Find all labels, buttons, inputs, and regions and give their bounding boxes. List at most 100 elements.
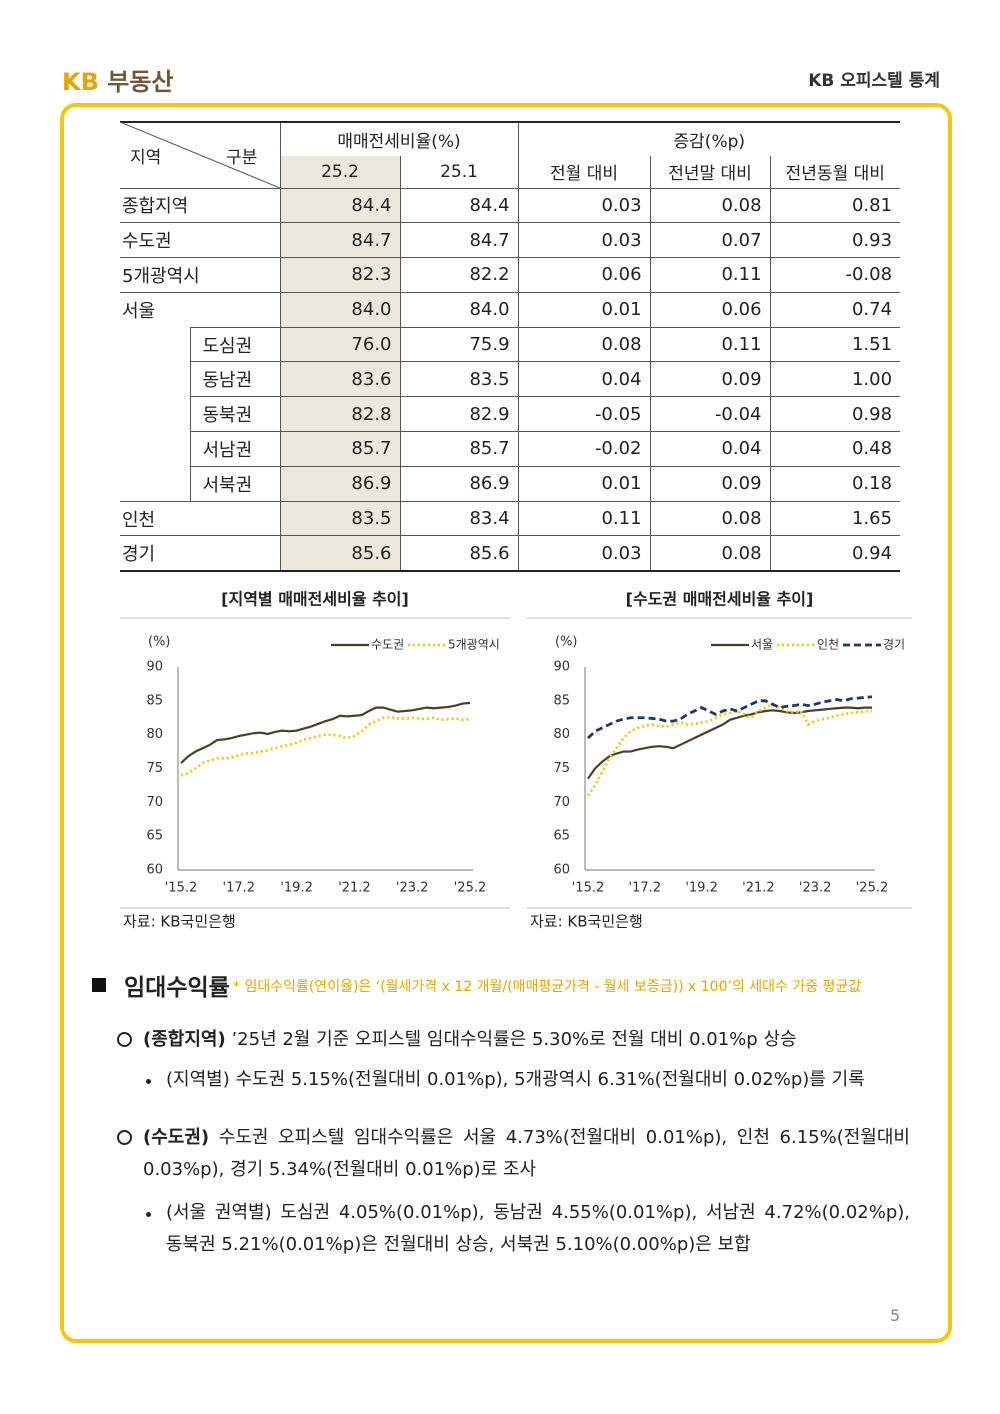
cell-value: 0.01	[517, 465, 651, 502]
x-tick-label: '19.2	[685, 881, 718, 896]
column-header: 25.2	[279, 156, 400, 189]
row-label: 서울	[120, 291, 280, 328]
source: 자료: KB국민은행	[123, 913, 236, 931]
cell-value: 83.5	[399, 361, 519, 397]
cell-value: 0.04	[517, 361, 651, 397]
y-tick-label: 90	[146, 660, 163, 675]
cell-value: 84.7	[399, 222, 519, 258]
blank-cell	[120, 327, 190, 362]
cell-value: 0.11	[517, 500, 651, 536]
row-label: 동북권	[189, 396, 280, 432]
table-row: 경기 85.6 85.6 0.03 0.08 0.94	[120, 535, 901, 572]
line-series	[180, 715, 471, 777]
x-tick-label: '17.2	[629, 881, 662, 896]
y-tick-label: 70	[146, 795, 163, 810]
line-series	[587, 695, 873, 740]
table-row: 서북권 86.9 86.9 0.01 0.09 0.18	[120, 465, 901, 502]
x-tick-label: '21.2	[742, 881, 775, 896]
legend-label: 인천	[817, 637, 839, 652]
line-series	[586, 702, 873, 797]
header-title: KB 오피스텔 통계	[808, 71, 940, 91]
table-row: 동남권 83.6 83.5 0.04 0.09 1.00	[120, 361, 901, 397]
row-label: 종합지역	[120, 187, 280, 223]
blank-cell	[120, 397, 190, 432]
y-tick-label: 85	[146, 693, 163, 708]
blank-cell	[120, 362, 190, 397]
line-series	[587, 706, 872, 780]
cell-value: 85.6	[279, 535, 400, 572]
y-tick-label: 60	[146, 863, 163, 878]
cell-value: 84.0	[399, 291, 519, 328]
cell-value: 0.94	[769, 535, 901, 572]
section-marker	[92, 978, 106, 992]
legend-label: 5개광역시	[448, 638, 500, 652]
cell-value: 85.7	[279, 431, 400, 467]
cell-value: 0.08	[649, 535, 771, 572]
cell-value: 0.98	[769, 396, 901, 432]
row-label: 경기	[120, 535, 280, 572]
section-title: 임대수익률	[124, 975, 230, 1001]
circle-bullet	[117, 1032, 132, 1047]
sub-item: (서울 권역별) 도심권 4.05%(0.01%p), 동남권 4.55%(0.…	[166, 1202, 910, 1255]
x-tick-label: '23.2	[396, 881, 429, 896]
cell-value: 82.9	[399, 396, 519, 432]
column-header: 전월 대비	[517, 156, 651, 189]
y-tick-label: 75	[553, 761, 570, 776]
sub-item: (지역별) 수도권 5.15%(전월대비 0.01%p), 5개광역시 6.31…	[166, 1069, 865, 1090]
cell-value: 0.03	[517, 535, 651, 572]
x-tick-label: '15.2	[572, 881, 605, 896]
frame	[60, 103, 952, 1343]
y-tick-label: 75	[146, 761, 163, 776]
legend-label: 수도권	[371, 638, 404, 652]
cell-value: 84.4	[399, 187, 519, 223]
row-label: 서북권	[189, 465, 280, 502]
group-header: 매매전세비율(%)	[279, 122, 519, 156]
y-tick-label: 90	[553, 660, 570, 675]
cell-value: 0.04	[649, 431, 771, 467]
y-tick-label: 85	[553, 693, 570, 708]
row-label: 서남권	[189, 431, 280, 467]
cell-value: 0.74	[769, 291, 901, 328]
cell-value: 0.09	[649, 465, 771, 502]
cell-value: 1.65	[769, 500, 901, 536]
chart: [수도권 매매전세비율 추이] 자료: KB국민은행 (%) 60 65 70 75 80 85…	[527, 590, 912, 931]
cell-value: 82.2	[399, 257, 519, 293]
cell-value: 0.08	[649, 500, 771, 536]
cell-value: 82.8	[279, 396, 400, 432]
cell-value: -0.02	[517, 431, 651, 467]
cell-value: 82.3	[279, 257, 400, 293]
y-tick-label: 60	[553, 863, 570, 878]
cell-value: 0.09	[649, 361, 771, 397]
logo-text: 부동산	[107, 68, 174, 96]
corner-label: 지역	[130, 148, 162, 168]
table-row: 도심권 76.0 75.9 0.08 0.11 1.51	[120, 326, 901, 362]
cell-value: 83.4	[399, 500, 519, 536]
source: 자료: KB국민은행	[530, 913, 643, 931]
circle-bullet	[117, 1130, 132, 1145]
dot-bullet	[146, 1079, 151, 1084]
cell-value: 0.06	[517, 257, 651, 293]
item-text: 수도권 오피스텔 임대수익률은 서울 4.73%(전월대비 0.01%p), 인…	[143, 1127, 910, 1180]
cell-value: -0.05	[517, 396, 651, 432]
table-row: 서울 84.0 84.0 0.01 0.06 0.74	[120, 291, 901, 328]
cell-value: 1.51	[769, 326, 901, 362]
data-table: 매매전세비율(%) 증감(%p) 25.2 25.1 전월 대비 전년말 대비 전년동월 …	[120, 121, 901, 573]
cell-value: 86.9	[399, 465, 519, 502]
cell-value: 0.18	[769, 465, 901, 502]
cell-value: 0.01	[517, 291, 651, 328]
cell-value: 0.08	[649, 187, 771, 223]
blank-cell	[120, 432, 190, 467]
cell-value: 0.48	[769, 431, 901, 467]
row-label: 동남권	[189, 361, 280, 397]
chart-title: [수도권 매매전세비율 추이]	[626, 590, 814, 609]
row-label: 도심권	[189, 326, 280, 362]
table-row: 수도권 84.7 84.7 0.03 0.07 0.93	[120, 222, 901, 258]
x-tick-label: '25.2	[454, 881, 487, 896]
table-row: 서남권 85.7 85.7 -0.02 0.04 0.48	[120, 431, 901, 467]
cell-value: 76.0	[279, 326, 400, 362]
x-tick-label: '17.2	[223, 881, 256, 896]
cell-value: 85.7	[399, 431, 519, 467]
cell-value: 84.4	[279, 187, 400, 223]
item-label: (수도권)	[143, 1127, 210, 1148]
